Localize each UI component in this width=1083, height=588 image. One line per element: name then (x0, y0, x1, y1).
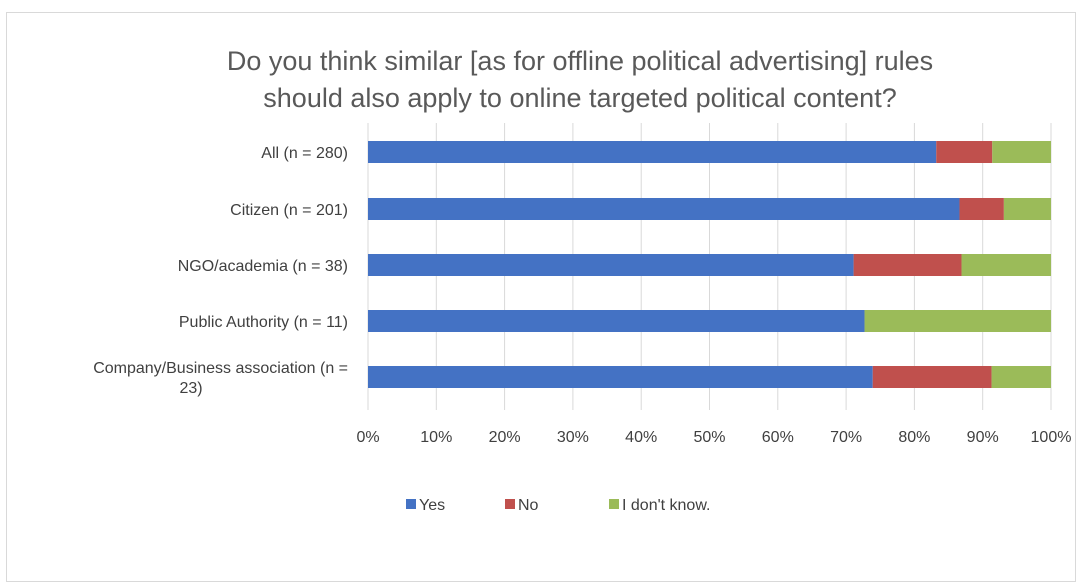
bar-yes (368, 141, 937, 163)
bar-i-don-t-know (991, 366, 1051, 388)
x-tick-label: 80% (898, 429, 930, 446)
bar-yes (368, 254, 854, 276)
bar-i-don-t-know (961, 254, 1051, 276)
bar-i-don-t-know (1003, 198, 1051, 220)
category-label: Company/Business association (n = (93, 360, 348, 377)
legend-swatch (406, 499, 416, 509)
x-tick-label: 10% (420, 429, 452, 446)
bar-yes (368, 366, 873, 388)
x-tick-label: 20% (489, 429, 521, 446)
bar-yes (368, 310, 865, 332)
x-tick-label: 50% (693, 429, 725, 446)
legend-label: Yes (419, 497, 445, 514)
legend-label: I don't know. (622, 497, 710, 514)
category-label: NGO/academia (n = 38) (178, 258, 348, 275)
x-tick-label: 60% (762, 429, 794, 446)
bar-i-don-t-know (992, 141, 1051, 163)
chart-title-line: should also apply to online targeted pol… (263, 83, 896, 113)
bar-no (936, 141, 993, 163)
bar-no (872, 366, 992, 388)
category-label: 23) (179, 380, 202, 397)
legend-swatch (505, 499, 515, 509)
category-label: Citizen (n = 201) (230, 202, 348, 219)
chart-frame (6, 12, 1076, 582)
x-tick-label: 40% (625, 429, 657, 446)
bar-no (853, 254, 962, 276)
bar-yes (368, 198, 960, 220)
category-label: All (n = 280) (261, 145, 348, 162)
x-tick-label: 30% (557, 429, 589, 446)
chart-title-line: Do you think similar [as for offline pol… (227, 46, 933, 76)
bar-i-don-t-know (864, 310, 1051, 332)
x-tick-label: 0% (356, 429, 379, 446)
bar-no (959, 198, 1004, 220)
x-tick-label: 70% (830, 429, 862, 446)
legend-label: No (518, 497, 539, 514)
x-tick-label: 100% (1031, 429, 1072, 446)
legend-swatch (609, 499, 619, 509)
category-label: Public Authority (n = 11) (179, 314, 348, 331)
x-tick-label: 90% (967, 429, 999, 446)
